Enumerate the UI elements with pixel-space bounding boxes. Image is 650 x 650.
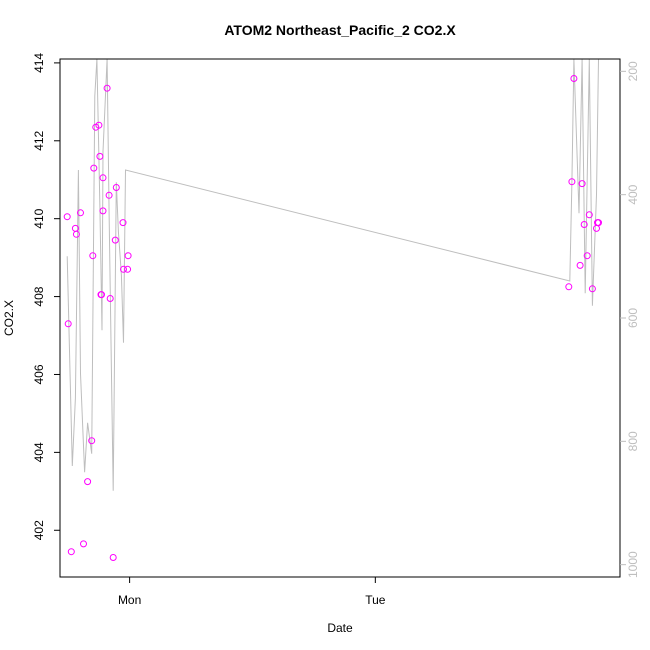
data-point (80, 540, 87, 548)
data-point (580, 221, 588, 228)
plot-content (63, 58, 602, 561)
data-point (67, 548, 75, 556)
data-point (106, 295, 114, 302)
data-point (565, 283, 573, 291)
data-point (585, 211, 593, 219)
data-point (588, 285, 596, 293)
x-tick-label: Mon (118, 593, 141, 607)
data-point (89, 252, 97, 260)
y-axis-label: CO2.X (2, 300, 16, 336)
y2-tick-label: 400 (626, 184, 640, 204)
y2-tick-label: 200 (626, 61, 640, 81)
data-point (103, 84, 111, 92)
data-point (120, 265, 127, 273)
data-point (84, 478, 92, 486)
data-point (112, 184, 120, 191)
data-point (99, 207, 107, 215)
plot-frame (59, 58, 621, 578)
y2-tick-label: 600 (626, 308, 640, 328)
y-tick-label: 402 (32, 520, 46, 540)
data-point (64, 320, 72, 328)
y-tick-label: 406 (32, 364, 46, 384)
data-point (124, 265, 132, 273)
data-point (124, 252, 132, 260)
y-tick-label: 412 (32, 130, 46, 150)
data-point (570, 75, 578, 82)
data-point (576, 261, 584, 269)
data-point (111, 236, 119, 244)
data-point (109, 554, 117, 561)
data-point (583, 252, 591, 260)
y2-tick-label: 800 (626, 431, 640, 451)
data-point (99, 174, 107, 182)
data-point (568, 178, 576, 186)
data-point (77, 209, 84, 217)
axes: 402 404 406 408 410 412 414 200 400 600 800 1000 Mon… (32, 53, 640, 607)
data-point (88, 437, 96, 445)
y-tick-label: 410 (32, 208, 46, 228)
data-point (90, 164, 98, 172)
data-point (63, 213, 71, 221)
data-point (72, 230, 80, 238)
chart-title: ATOM2 Northeast_Pacific_2 CO2.X (224, 22, 456, 38)
data-point (578, 180, 586, 188)
data-point (593, 224, 600, 232)
data-point (98, 291, 105, 299)
series-line (66, 58, 599, 491)
data-point (105, 191, 113, 199)
x-tick-label: Tue (365, 593, 386, 607)
y-tick-label: 404 (32, 442, 46, 462)
data-point (595, 219, 602, 227)
data-point (119, 219, 127, 227)
x-axis-label: Date (327, 621, 353, 635)
y2-tick-label: 1000 (626, 551, 640, 578)
data-point (96, 152, 104, 160)
y-tick-label: 414 (32, 53, 46, 73)
y-tick-label: 408 (32, 286, 46, 306)
data-point (95, 121, 103, 129)
